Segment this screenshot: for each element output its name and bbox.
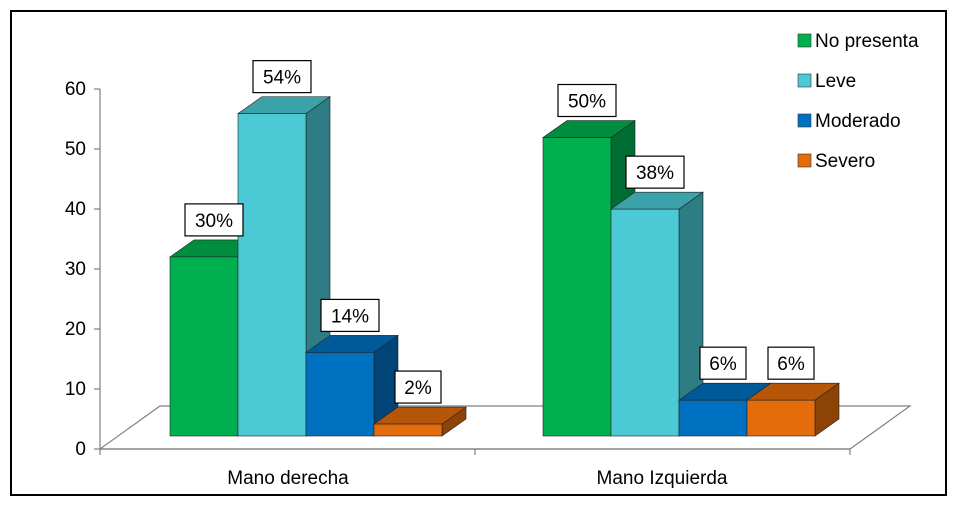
y-tick-label: 10 [65,379,86,400]
bar-front [746,399,816,437]
bar-front [678,399,748,437]
data-label-box [699,346,747,380]
data-labels-group: 30% 54% 14% 2% 50% 38% 6% 6% [184,60,815,404]
data-label-text: 38% [636,163,674,184]
bar [746,382,840,437]
y-tick-label: 0 [75,439,86,460]
legend-swatch [797,33,812,48]
data-label: 54% [252,60,312,94]
legend-label: Severo [815,151,875,172]
y-tick-label: 20 [65,319,86,340]
legend-label: Leve [815,71,856,92]
y-tick-label: 50 [65,139,86,160]
legend-label: Moderado [815,111,901,132]
bar-front [237,113,307,437]
y-axis-ticks: 0 10 20 30 40 50 60 [65,79,100,460]
data-label: 2% [394,370,442,404]
bar-front [373,423,443,437]
data-label-box [394,370,442,404]
bar [305,334,399,437]
data-label-text: 2% [404,378,432,399]
y-tick-label: 30 [65,259,86,280]
data-label-text: 6% [777,354,805,375]
legend-item: Moderado [797,111,901,132]
legend: No presenta Leve Moderado Severo [797,31,919,172]
data-label: 38% [625,155,685,189]
legend-label: No presenta [815,31,919,52]
y-tick-label: 40 [65,199,86,220]
bar-front [169,256,239,437]
data-label-text: 14% [331,306,369,327]
x-axis-ticks: Mano derecha Mano Izquierda [99,449,851,489]
bar-front [610,208,680,437]
data-label-text: 6% [709,354,737,375]
data-label: 50% [557,83,617,118]
data-label-text: 50% [568,92,606,113]
y-tick-label: 60 [65,79,86,100]
legend-item: Leve [797,71,856,92]
data-label: 6% [767,346,815,380]
data-label-text: 30% [195,211,233,232]
bar [610,191,704,437]
data-label-box [767,346,815,380]
x-category-label: Mano derecha [227,468,349,489]
data-label-box [320,298,380,333]
data-label-box [252,60,312,94]
legend-swatch [797,113,812,128]
bars-group [169,96,840,437]
bar-front [542,137,612,437]
data-label-box [557,83,617,118]
data-label: 14% [320,298,380,333]
bar [373,406,467,437]
data-label-box [184,203,244,237]
legend-swatch [797,73,812,88]
data-label: 30% [184,203,244,237]
data-label-text: 54% [263,68,301,89]
x-category-label: Mano Izquierda [597,468,728,489]
data-label: 6% [699,346,747,380]
data-label-box [625,155,685,189]
legend-item: No presenta [797,31,919,52]
legend-swatch [797,153,812,168]
bar-front [305,352,375,437]
legend-item: Severo [797,151,875,172]
